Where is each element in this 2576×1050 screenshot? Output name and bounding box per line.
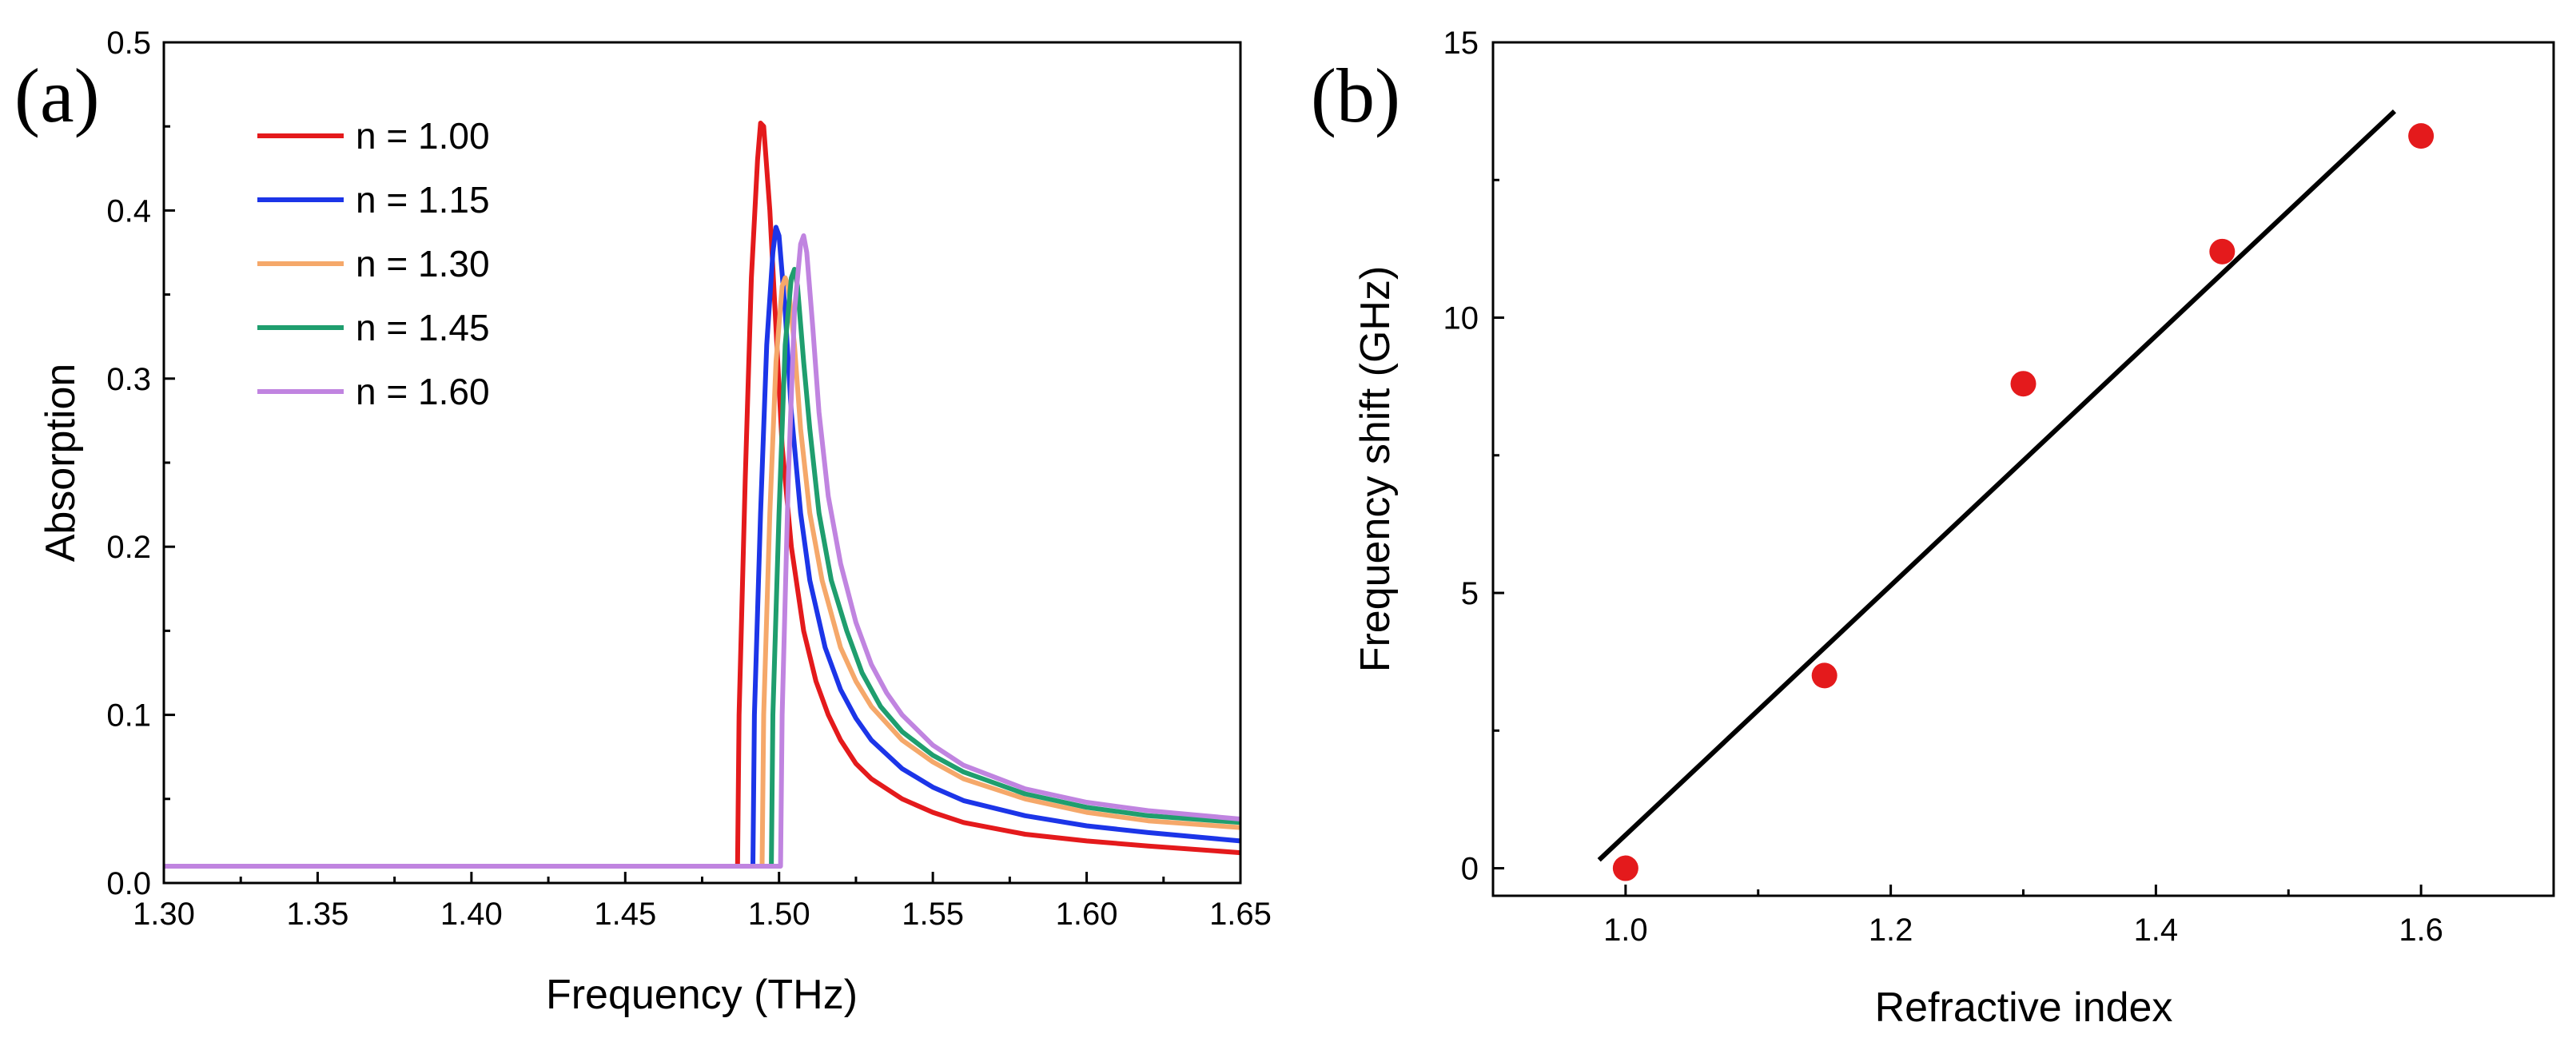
legend-label-4: n = 1.45: [356, 307, 490, 348]
panel-a-x-tick-label: 1.35: [286, 897, 348, 932]
panel-b-x-tick-label: 1.6: [2399, 913, 2443, 948]
panel-a-x-tick-label: 1.50: [748, 897, 810, 932]
panel-a-series-line-1: [164, 121, 1241, 869]
panel-b-x-tick-label: 1.0: [1603, 913, 1648, 948]
panel-a-y-tick-label: 0.3: [106, 362, 151, 397]
panel-a-y-axis-title: Absorption: [38, 364, 84, 563]
panel-b-y-axis-title: Frequency shift (GHz): [1352, 266, 1399, 673]
panel-a-series-line-5: [164, 233, 1241, 869]
panel-a-x-tick-label: 1.65: [1209, 897, 1272, 932]
panel-b-frame: [1491, 41, 2555, 897]
legend-label-2: n = 1.15: [356, 179, 490, 221]
legend-label-3: n = 1.30: [356, 243, 490, 284]
panel-b-label: (b): [1311, 53, 1400, 138]
panel-a-y-tick-label: 0.0: [106, 866, 151, 901]
panel-a-y-tick-label: 0.2: [106, 530, 151, 565]
panel-b-y-tick-label: 0: [1461, 852, 1479, 887]
panel-b-x-tick-label: 1.4: [2134, 913, 2179, 948]
panel-a-label: (a): [14, 53, 100, 138]
panel-a-legend: n = 1.00 n = 1.15 n = 1.30 n = 1.45 n = 1.60: [257, 115, 490, 412]
panel-a-series-line-4: [164, 267, 1241, 869]
panel-a-x-tick-label: 1.30: [133, 897, 195, 932]
panel-a-frame: [162, 41, 1242, 885]
panel-b-x-tick-label: 1.2: [1869, 913, 1913, 948]
legend-label-1: n = 1.00: [356, 115, 490, 157]
panel-b-data-point-1: [1612, 855, 1638, 881]
panel-b-fit-line: [1597, 109, 2397, 862]
panel-a-x-tick-label: 1.55: [902, 897, 964, 932]
panel-b-y-tick-label: 5: [1461, 576, 1479, 611]
panel-b-y-tick-label: 10: [1443, 301, 1479, 336]
panel-b-y-tick-label: 15: [1443, 26, 1479, 61]
legend-label-5: n = 1.60: [356, 371, 490, 412]
panel-a-x-tick-label: 1.60: [1056, 897, 1118, 932]
panel-a-x-axis-title: Frequency (THz): [546, 972, 858, 1018]
panel-b-x-axis-title: Refractive index: [1875, 984, 2173, 1031]
panel-b-data-point-4: [2209, 238, 2236, 264]
panel-b-data-point-3: [2010, 371, 2037, 397]
panel-a-x-tick-label: 1.45: [594, 897, 656, 932]
panel-b-data-point-5: [2408, 123, 2435, 149]
panel-b-data-point-2: [1811, 662, 1837, 689]
panel-a-y-tick-label: 0.1: [106, 698, 151, 734]
panel-a-y-tick-label: 0.4: [106, 193, 151, 229]
panel-a-chart: (a) 1.30 1.35 1.40 1.45 1.50 1.55 1.60 1.65 0.0 0…: [14, 26, 1272, 1018]
panel-a-series-line-3: [164, 275, 1241, 869]
panel-a-x-tick-label: 1.40: [440, 897, 503, 932]
panel-a-series-line-2: [164, 225, 1241, 869]
panel-a-y-tick-label: 0.5: [106, 26, 151, 61]
